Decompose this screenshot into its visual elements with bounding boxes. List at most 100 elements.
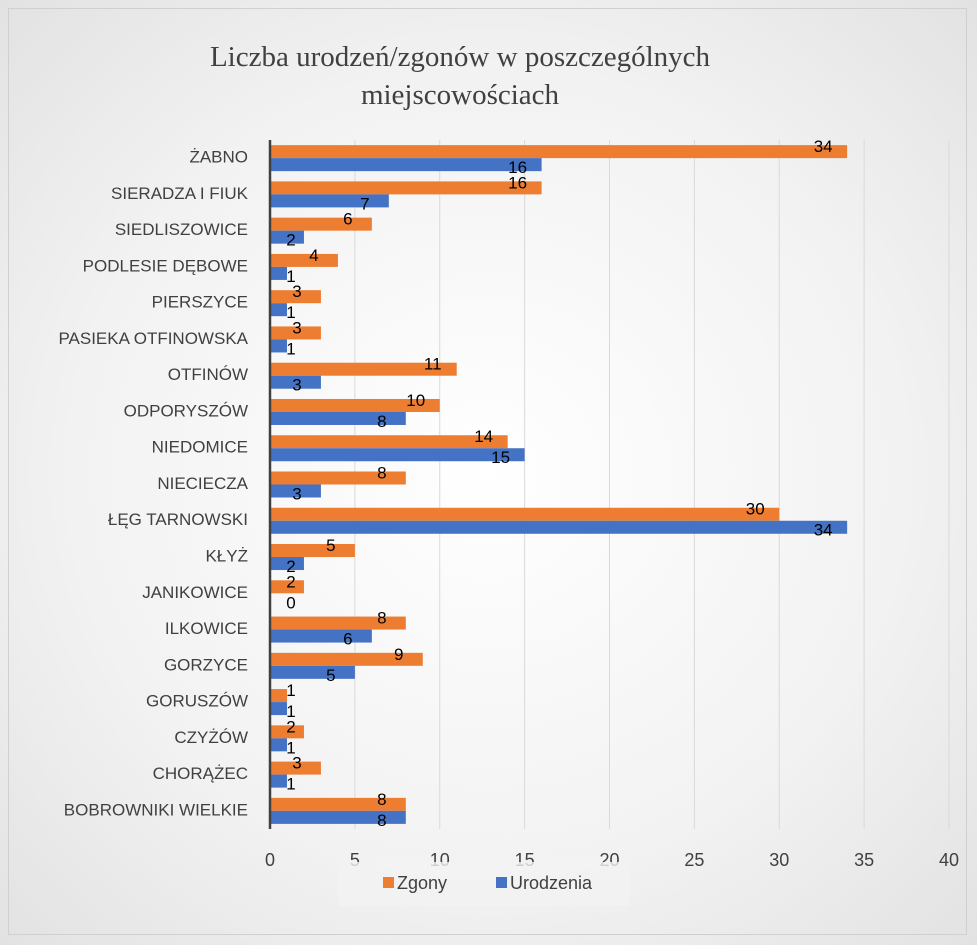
- bar: [270, 557, 304, 571]
- data-label: 8: [377, 412, 386, 431]
- bar: [270, 797, 406, 811]
- data-label: 9: [394, 645, 403, 664]
- bar: [270, 145, 848, 159]
- data-label: 8: [377, 811, 386, 830]
- legend-swatch: [496, 877, 507, 888]
- bar: [270, 230, 304, 244]
- data-label: 10: [406, 391, 425, 410]
- chart-border: [8, 8, 967, 935]
- y-tick-label: GORUSZÓW: [146, 692, 248, 711]
- y-tick-label: ŁĘG TARNOWSKI: [108, 510, 248, 529]
- x-tick-label: 25: [684, 850, 704, 870]
- bar: [270, 665, 355, 679]
- data-label: 2: [286, 231, 295, 250]
- data-label: 30: [746, 500, 765, 519]
- y-tick-label: CZYŻÓW: [174, 728, 248, 747]
- data-label: 6: [343, 210, 352, 229]
- bar: [270, 435, 508, 449]
- data-label: 15: [491, 448, 510, 467]
- bar: [270, 448, 525, 462]
- legend-swatch: [383, 877, 394, 888]
- y-tick-label: PASIEKA OTFINOWSKA: [58, 329, 248, 348]
- data-label: 1: [286, 775, 295, 794]
- data-label: 14: [474, 427, 493, 446]
- data-label: 34: [814, 521, 833, 540]
- data-label: 5: [326, 536, 335, 555]
- data-label: 34: [814, 137, 833, 156]
- x-tick-label: 5: [350, 850, 360, 870]
- data-label: 3: [292, 484, 301, 503]
- y-tick-label: KŁYŻ: [205, 547, 248, 566]
- data-label: 2: [286, 572, 295, 591]
- y-tick-label: GORZYCE: [164, 655, 248, 674]
- data-label: 1: [286, 303, 295, 322]
- data-label: 3: [292, 376, 301, 395]
- y-tick-label: SIEDLISZOWICE: [115, 220, 248, 239]
- data-label: 1: [286, 339, 295, 358]
- bar: [270, 158, 542, 172]
- legend-label: Urodzenia: [510, 873, 593, 893]
- bar: [270, 484, 321, 498]
- bar: [270, 689, 287, 703]
- y-tick-label: PODLESIE DĘBOWE: [83, 256, 248, 275]
- bar: [270, 810, 406, 824]
- y-tick-label: NIEDOMICE: [152, 438, 248, 457]
- data-label: 5: [326, 666, 335, 685]
- bar: [270, 507, 780, 521]
- data-label: 8: [377, 790, 386, 809]
- y-tick-label: CHORĄŻEC: [153, 764, 248, 783]
- data-label: 7: [360, 194, 369, 213]
- y-tick-label: SIERADZA I FIUK: [111, 184, 249, 203]
- data-label: 1: [286, 681, 295, 700]
- x-tick-label: 35: [854, 850, 874, 870]
- y-tick-label: ODPORYSZÓW: [124, 401, 248, 420]
- x-tick-label: 40: [939, 850, 959, 870]
- data-label: 16: [508, 158, 527, 177]
- bar: [270, 580, 304, 594]
- data-label: 2: [286, 717, 295, 736]
- y-tick-label: BOBROWNIKI WIELKIE: [64, 800, 248, 819]
- data-label: 8: [377, 609, 386, 628]
- data-label: 8: [377, 463, 386, 482]
- bar: [270, 774, 287, 788]
- bar: [270, 253, 338, 267]
- bar: [270, 217, 372, 231]
- data-label: 1: [286, 702, 295, 721]
- y-tick-label: ILKOWICE: [165, 619, 248, 638]
- bar: [270, 398, 440, 412]
- data-label: 3: [292, 754, 301, 773]
- bar: [270, 290, 321, 304]
- data-label: 2: [286, 557, 295, 576]
- bar: [270, 738, 287, 752]
- data-label: 16: [508, 173, 527, 192]
- x-tick-label: 30: [769, 850, 789, 870]
- bar: [270, 266, 287, 280]
- data-label: 1: [286, 267, 295, 286]
- x-tick-label: 0: [265, 850, 275, 870]
- data-label: 3: [292, 282, 301, 301]
- data-label: 11: [424, 355, 442, 374]
- data-label: 3: [292, 318, 301, 337]
- y-tick-label: ŻABNO: [189, 148, 248, 167]
- data-label: 0: [286, 593, 295, 612]
- y-tick-label: PIERSZYCE: [152, 293, 248, 312]
- chart-title: Liczba urodzeń/zgonów w poszczególnych m…: [209, 41, 711, 111]
- bar: [270, 326, 321, 340]
- data-label: 1: [286, 738, 295, 757]
- data-label: 6: [343, 630, 352, 649]
- bar: [270, 362, 457, 376]
- y-tick-label: JANIKOWICE: [142, 583, 248, 602]
- bar: [270, 411, 406, 425]
- bar: [270, 702, 287, 716]
- bar: [270, 194, 389, 208]
- y-tick-label: OTFINÓW: [168, 365, 248, 384]
- bar: [270, 652, 423, 666]
- bar: [270, 725, 304, 739]
- bar: [270, 520, 848, 534]
- legend-label: Zgony: [397, 873, 447, 893]
- data-label: 4: [309, 246, 318, 265]
- bar: [270, 303, 287, 317]
- bar: [270, 339, 287, 353]
- bar: [270, 375, 321, 389]
